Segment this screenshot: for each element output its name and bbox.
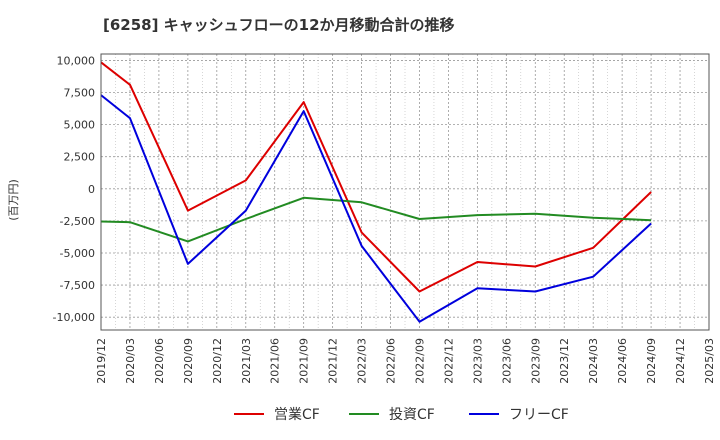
y-tick-label: 7,500 [64,87,96,100]
x-axis-ticks: 2019/12 2020/03 2020/06 2020/09 2020/12 2021/… [95,338,716,384]
grid [100,54,710,330]
series-line-営業CF [100,61,652,293]
y-tick-label: 10,000 [57,54,96,67]
y-tick-label: 0 [88,183,95,196]
y-axis-label: (百万円) [7,179,20,221]
y-tick-label: -7,500 [60,279,95,292]
x-tick-label: 2024/03 [587,338,600,384]
legend-label: 投資CF [389,407,435,423]
x-tick-label: 2020/06 [153,338,166,384]
y-tick-label: 5,000 [64,119,96,132]
legend-label: 営業CF [274,407,320,423]
chart-title: [6258] キャッシュフローの12か月移動合計の推移 [103,16,455,34]
y-tick-label: 2,500 [64,151,96,164]
x-tick-label: 2021/03 [240,338,253,384]
x-tick-label: 2022/09 [413,338,426,384]
x-tick-label: 2022/03 [356,338,369,384]
x-tick-label: 2020/12 [211,338,224,384]
x-tick-label: 2021/12 [327,338,340,384]
x-tick-label: 2020/09 [182,338,195,384]
legend-label: フリーCF [509,407,569,423]
x-tick-label: 2025/03 [703,338,716,384]
x-tick-label: 2024/09 [645,338,658,384]
y-tick-label: -2,500 [60,215,95,228]
x-tick-label: 2024/12 [674,338,687,384]
x-tick-label: 2022/06 [385,338,398,384]
x-tick-label: 2023/09 [529,338,542,384]
y-tick-label: -10,000 [53,311,95,324]
series-lines [100,61,652,323]
y-tick-label: -5,000 [60,247,95,260]
x-tick-label: 2020/03 [124,338,137,384]
x-tick-label: 2023/12 [558,338,571,384]
y-axis-ticks: 10,000 7,500 5,000 2,500 0 -2,500 -5,000 -7,500… [53,54,95,324]
x-tick-label: 2023/03 [471,338,484,384]
plot-frame [100,53,710,331]
x-tick-label: 2022/12 [442,338,455,384]
series-line-フリーCF [100,94,652,323]
x-tick-label: 2021/06 [269,338,282,384]
legend: 営業CF 投資CF フリーCF [234,407,569,423]
series-line-投資CF [100,196,652,243]
x-tick-label: 2023/06 [500,338,513,384]
x-tick-label: 2024/06 [616,338,629,384]
x-tick-label: 2019/12 [95,338,108,384]
x-tick-label: 2021/09 [298,338,311,384]
